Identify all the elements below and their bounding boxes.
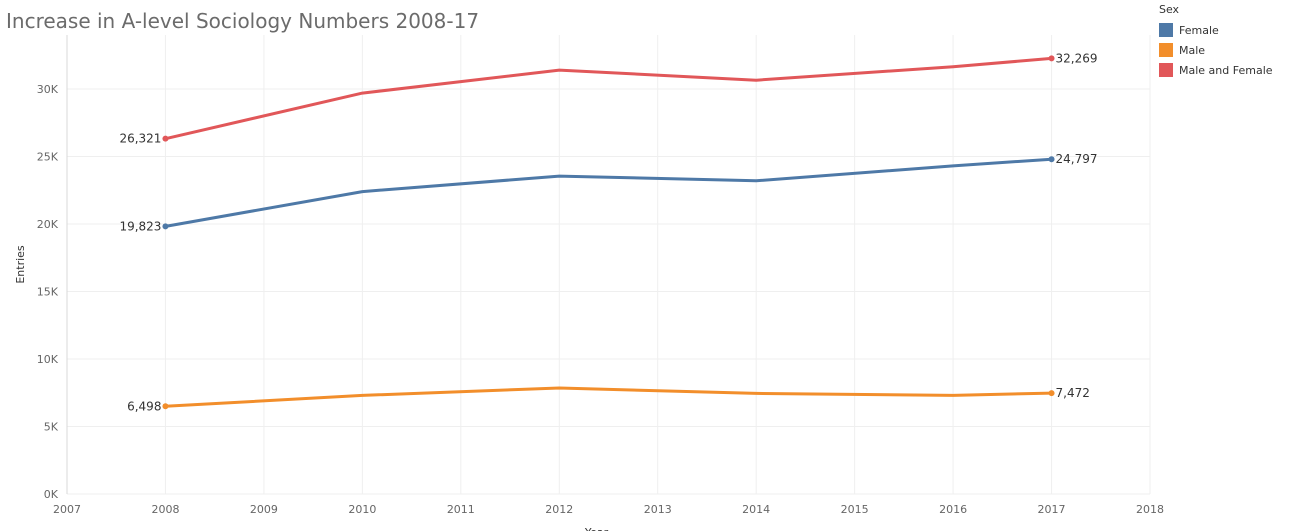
x-tick-label: 2016 <box>939 503 967 516</box>
x-tick-label: 2008 <box>151 503 179 516</box>
y-tick-label: 0K <box>44 488 59 501</box>
y-tick-label: 20K <box>37 218 59 231</box>
legend-item-male[interactable]: Male <box>1159 40 1273 60</box>
x-axis-title: Year <box>584 526 609 531</box>
x-tick-label: 2010 <box>348 503 376 516</box>
data-label: 7,472 <box>1056 386 1090 400</box>
series-line-male <box>164 386 1053 408</box>
y-tick-label: 10K <box>37 353 59 366</box>
data-point <box>1048 156 1055 163</box>
data-label: 26,321 <box>119 132 161 146</box>
data-label: 19,823 <box>119 219 161 233</box>
legend-label-female: Female <box>1179 23 1219 37</box>
legend-swatch-male <box>1159 43 1173 57</box>
series-line-female <box>164 157 1053 228</box>
data-label: 32,269 <box>1056 51 1098 65</box>
legend-swatch-female <box>1159 23 1173 37</box>
x-tick-label: 2014 <box>742 503 770 516</box>
legend-title: Sex <box>1159 3 1180 16</box>
x-tick-label: 2013 <box>644 503 672 516</box>
legend-label-male: Male <box>1179 43 1206 57</box>
x-tick-label: 2012 <box>545 503 573 516</box>
data-point <box>162 403 169 410</box>
y-tick-label: 15K <box>37 286 59 299</box>
x-tick-label: 2009 <box>250 503 278 516</box>
data-point <box>1048 55 1055 62</box>
data-point <box>162 223 169 230</box>
data-point <box>1048 390 1055 397</box>
y-axis-title: Entries <box>14 245 27 284</box>
legend-item-female[interactable]: Female <box>1159 20 1273 40</box>
y-tick-label: 25K <box>37 151 59 164</box>
data-label: 24,797 <box>1056 152 1098 166</box>
data-point <box>162 135 169 142</box>
legend-item-male-and-female[interactable]: Male and Female <box>1159 60 1273 80</box>
x-tick-label: 2018 <box>1136 503 1164 516</box>
data-label: 6,498 <box>127 399 161 413</box>
legend-swatch-male-and-female <box>1159 63 1173 77</box>
x-tick-label: 2017 <box>1038 503 1066 516</box>
x-tick-label: 2011 <box>447 503 475 516</box>
legend-label-male-and-female: Male and Female <box>1179 63 1273 77</box>
y-tick-label: 30K <box>37 83 59 96</box>
x-tick-label: 2007 <box>53 503 81 516</box>
series-line-male-and-female <box>164 56 1053 141</box>
legend: Sex Female Male Male and Female <box>1159 3 1273 80</box>
x-tick-label: 2015 <box>841 503 869 516</box>
y-tick-label: 5K <box>44 421 59 434</box>
chart-title: Increase in A-level Sociology Numbers 20… <box>6 9 480 33</box>
